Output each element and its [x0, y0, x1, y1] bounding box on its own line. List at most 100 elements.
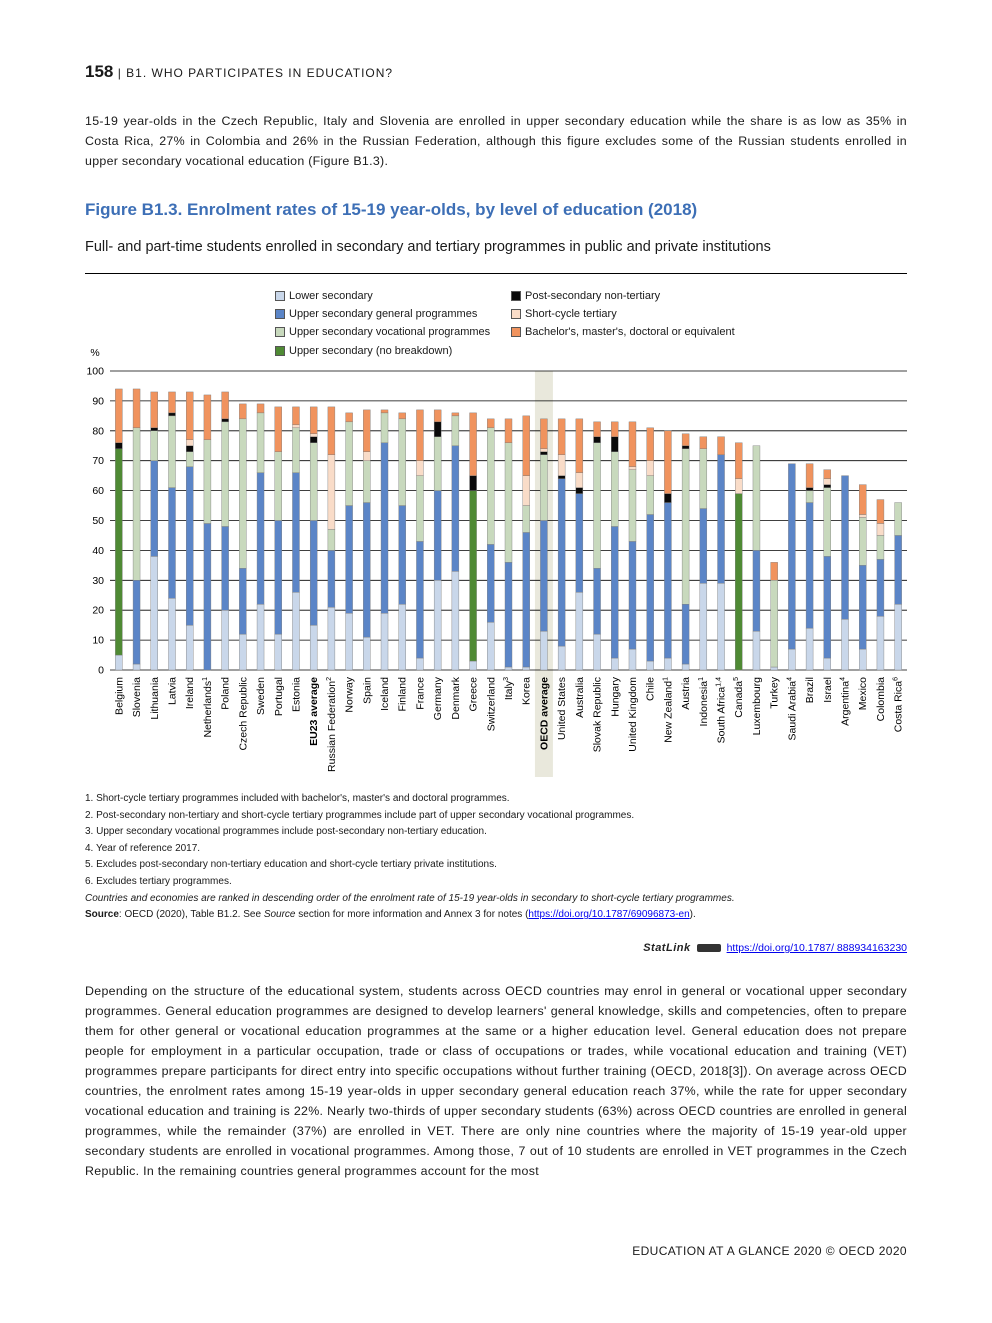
x-tick-label: United Kingdom [627, 677, 639, 752]
bar-segment [522, 532, 530, 668]
bar-segment [611, 451, 619, 527]
source-label: Source [85, 909, 119, 921]
bar-segment [522, 415, 530, 476]
bar-segment [628, 648, 637, 671]
bar-segment [681, 433, 690, 446]
bar-segment [788, 463, 796, 650]
bar-segment [132, 663, 141, 671]
notes-list: 1. Short-cycle tertiary programmes inclu… [85, 791, 907, 891]
section-title: | B1. WHO PARTICIPATES IN EDUCATION? [117, 66, 394, 80]
x-tick-label: Austria [680, 677, 692, 710]
bar-segment [876, 559, 885, 617]
legend-item: Upper secondary general programmes [275, 308, 477, 320]
bar-segment [115, 448, 123, 656]
bar-segment [469, 412, 477, 476]
x-tick-note: 2 [326, 677, 333, 681]
bar-segment [487, 418, 495, 429]
bar-segment [487, 427, 495, 545]
x-tick-label: Netherlands1 [202, 677, 214, 738]
x-tick-label: Slovenia [131, 677, 143, 717]
bar-segment [256, 472, 265, 605]
bar-segment [398, 505, 406, 605]
bar-segment [416, 541, 424, 659]
body-paragraph: Depending on the structure of the educat… [85, 984, 907, 1178]
bar-segment [150, 391, 158, 429]
statlink: StatLink https://doi.org/10.1787/ 888934… [643, 942, 907, 954]
bar-segment [380, 612, 389, 671]
statlink-url[interactable]: https://doi.org/10.1787/ 888934163230 [726, 942, 907, 954]
source-link[interactable]: https://doi.org/10.1787/69096873-en [528, 909, 690, 921]
bar-segment [327, 550, 336, 608]
x-tick-label: Norway [344, 676, 356, 712]
y-axis-label: % [90, 347, 99, 359]
bar-segment [859, 565, 867, 650]
bar-segment [451, 571, 460, 671]
x-tick-label: Israel [822, 677, 834, 703]
y-tick-label: 70 [92, 455, 104, 467]
bar-segment [185, 451, 194, 467]
bar-segment [504, 562, 513, 668]
x-tick-note: 6 [893, 677, 900, 681]
legend-label: Short-cycle tertiary [525, 308, 617, 320]
x-tick-label: Hungary [609, 676, 621, 716]
bar-segment [239, 568, 247, 635]
bar-segment [380, 412, 389, 443]
bar-segment [593, 421, 601, 437]
x-tick-label: Switzerland [485, 677, 497, 731]
bar-segment [168, 487, 176, 599]
legend-label: Lower secondary [289, 290, 373, 302]
bar-segment [611, 657, 619, 671]
legend-swatch [275, 346, 285, 356]
bar-segment [646, 660, 654, 671]
bar-segment [451, 415, 460, 446]
bar-segment [239, 633, 247, 671]
bar-segment [168, 415, 176, 488]
bar-segment [664, 502, 672, 659]
bar-segment [859, 514, 867, 518]
note-1: 1. Short-cycle tertiary programmes inclu… [85, 793, 510, 804]
legend-item: Upper secondary (no breakdown) [275, 345, 452, 357]
bar-segment [859, 484, 867, 515]
bar-segment [150, 460, 158, 557]
bar-segment [433, 409, 442, 423]
bar-segment [274, 520, 282, 635]
bar-segment [894, 502, 902, 536]
x-tick-label: Slovak Republic [592, 677, 604, 752]
bar-segment [487, 621, 495, 671]
bar-segment [717, 454, 725, 584]
bar-segment [504, 442, 513, 563]
x-tick-label: Iceland [379, 677, 391, 711]
bar-segment [876, 615, 885, 671]
bar-segment [203, 394, 212, 440]
y-tick-label: 0 [98, 665, 104, 677]
bar-segment [115, 442, 123, 449]
x-tick-label: Finland [397, 677, 409, 712]
bar-segment [115, 388, 123, 443]
note-3: 3. Upper secondary vocational programmes… [85, 826, 487, 838]
bar-segment [363, 502, 371, 638]
x-tick-label: New Zealand1 [662, 677, 674, 743]
bar-segment [416, 657, 424, 671]
bar-segment [876, 523, 885, 536]
bar-segment [593, 442, 601, 569]
bar-segment [557, 645, 566, 671]
bar-segment [239, 403, 247, 420]
bar-segment [628, 541, 637, 650]
bar-segment [221, 526, 229, 611]
y-tick-label: 100 [86, 366, 104, 378]
bar-segment [752, 550, 761, 632]
bar-segment [363, 636, 371, 671]
legend-item: Short-cycle tertiary [511, 308, 617, 320]
bar-segment [876, 535, 885, 560]
x-tick-note: 4 [840, 677, 847, 681]
bar-segment [557, 454, 566, 476]
bar-segment [345, 421, 353, 506]
bar-segment [309, 436, 318, 443]
bar-segment [345, 505, 353, 614]
bar-segment [805, 627, 814, 671]
x-tick-label: Ireland [184, 677, 196, 709]
bar-segment [150, 556, 158, 671]
bar-segment [575, 418, 584, 473]
bar-segment [185, 391, 194, 440]
bar-segment [433, 421, 442, 437]
